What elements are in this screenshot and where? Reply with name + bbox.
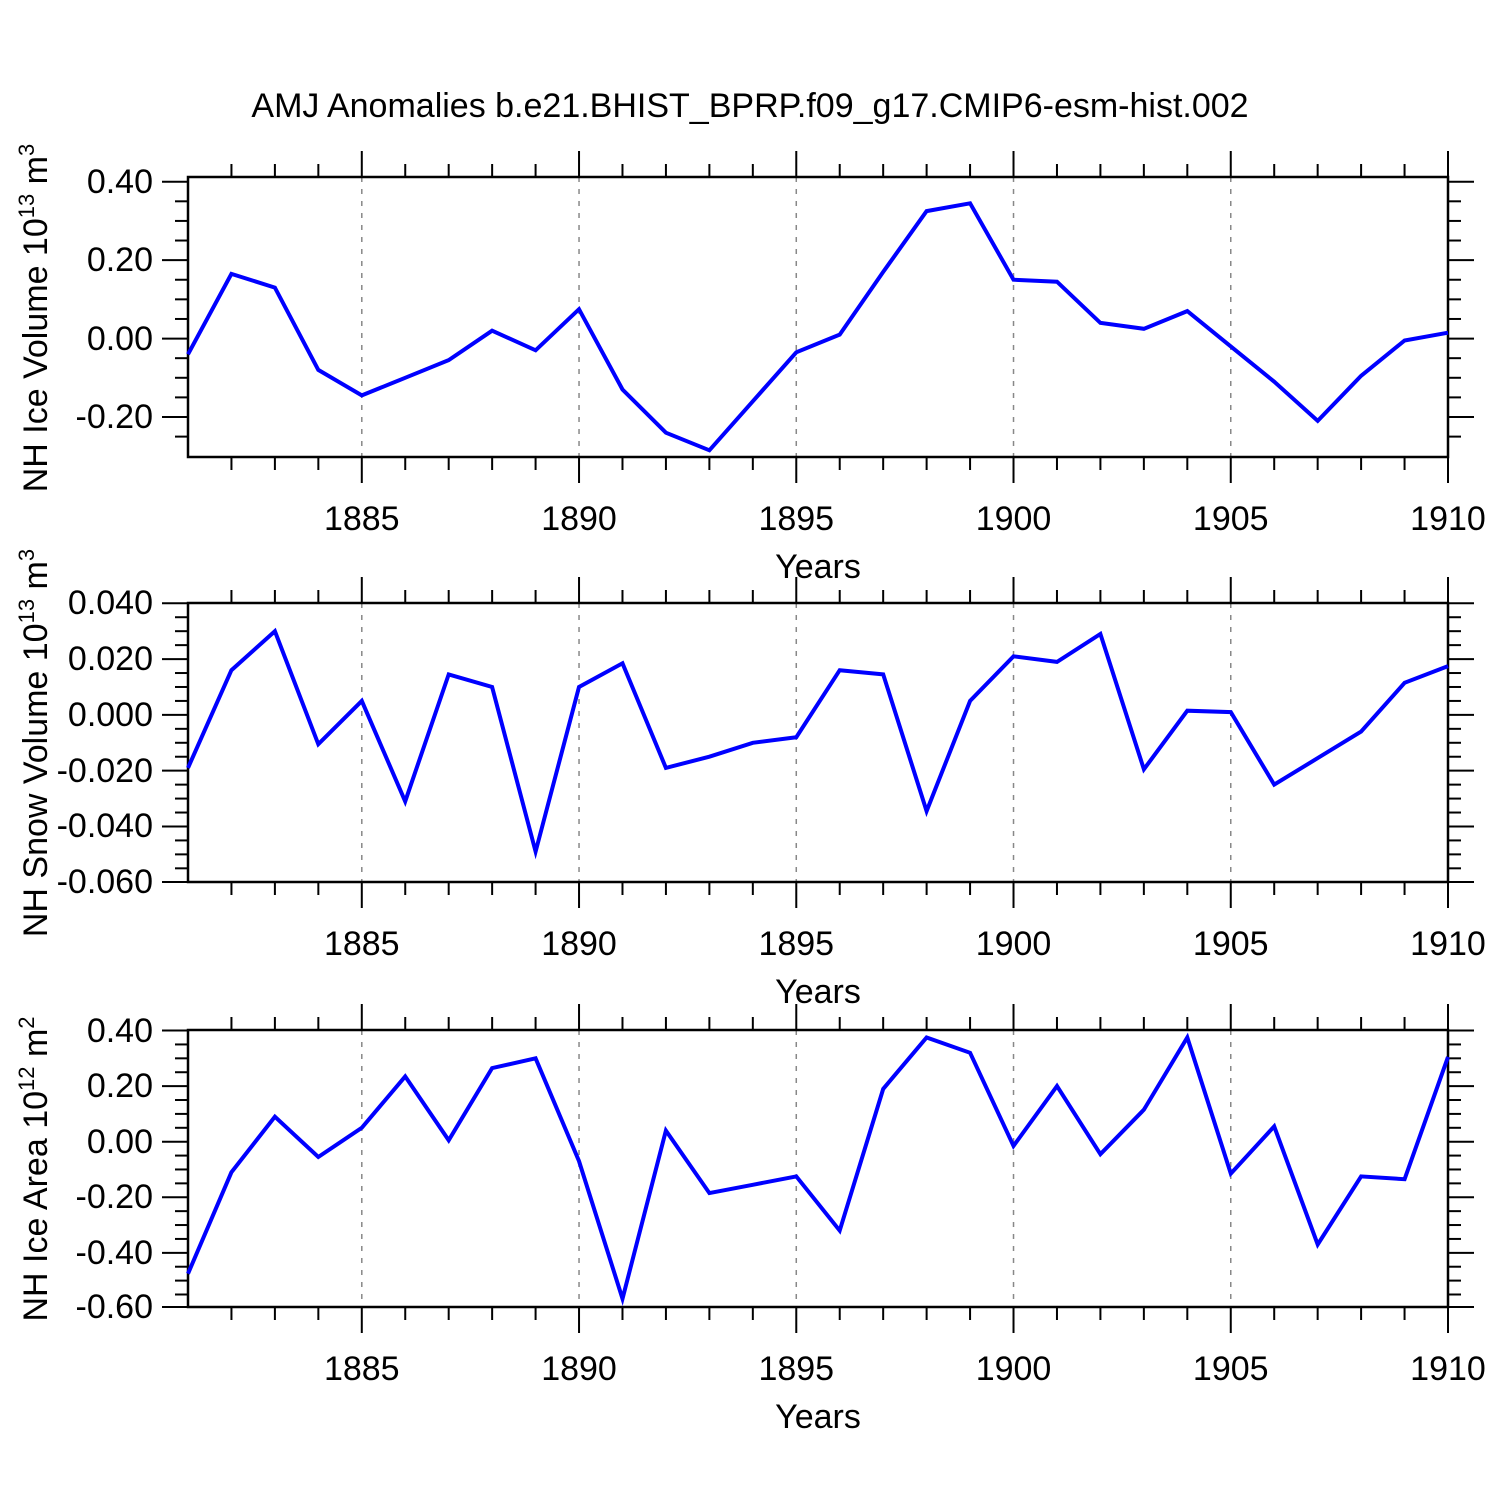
unit: m [17, 1028, 55, 1067]
y-tick-label: 0.020 [67, 640, 153, 679]
exponent: 13 [14, 193, 39, 219]
y-tick-label: 0.20 [86, 1067, 153, 1106]
exponent: 13 [14, 598, 39, 624]
x-tick-label: 1900 [975, 500, 1052, 538]
x-tick-label: 1885 [323, 1350, 400, 1388]
y-tick-label: -0.20 [75, 398, 154, 436]
x-axis-title: Years [775, 973, 861, 1011]
y-axis-label-text: NH Ice Volume 10 [17, 218, 55, 493]
y-tick-label: 0.00 [86, 1122, 153, 1161]
exponent: 3 [14, 143, 39, 156]
data-series-line [186, 201, 1449, 453]
x-tick-label: 1890 [541, 500, 617, 538]
x-tick-label: 1890 [541, 925, 617, 963]
x-tick-label: 1905 [1192, 500, 1269, 538]
y-axis-label-text: NH Ice Area 10 [17, 1090, 55, 1322]
x-tick-label: 1900 [975, 1350, 1052, 1388]
panel-border [186, 601, 1450, 884]
y-tick-label: -0.40 [75, 1233, 154, 1272]
data-series-line [186, 627, 1449, 860]
x-axis-title: Years [775, 548, 861, 586]
x-tick-label: 1895 [758, 500, 835, 538]
x-tick-label: 1910 [1410, 1350, 1486, 1388]
panel-border [186, 175, 1450, 459]
y-tick-label: -0.20 [75, 1178, 154, 1217]
exponent: 3 [14, 548, 39, 562]
unit: m [17, 155, 55, 194]
x-axis-title: Years [775, 1398, 861, 1436]
x-tick-label: 1905 [1192, 1350, 1269, 1388]
chart-title: AMJ Anomalies b.e21.BHIST_BPRP.f09_g17.C… [251, 87, 1249, 125]
y-tick-label: 0.000 [67, 695, 153, 734]
panel-border [186, 1028, 1450, 1309]
x-tick-label: 1885 [323, 925, 400, 963]
y-axis-label-text: NH Snow Volume 10 [17, 623, 55, 938]
x-tick-label: 1910 [1410, 925, 1486, 963]
x-tick-label: 1895 [758, 1350, 835, 1388]
y-tick-label: -0.060 [56, 863, 153, 901]
exponent: 12 [14, 1066, 39, 1091]
y-tick-label: -0.040 [56, 807, 153, 846]
y-tick-label: 0.00 [86, 319, 153, 358]
x-tick-label: 1910 [1410, 500, 1486, 538]
y-axis-label-snow-volume: NH Snow Volume 1013 m3 [14, 493, 57, 993]
x-tick-label: 1900 [975, 925, 1052, 963]
x-tick-label: 1905 [1192, 925, 1269, 963]
x-tick-label: 1885 [323, 500, 400, 538]
y-tick-label: 0.040 [67, 584, 153, 623]
y-tick-label: -0.020 [56, 751, 153, 790]
unit: m [17, 561, 55, 599]
y-tick-label: 0.40 [86, 1011, 153, 1050]
exponent: 2 [14, 1016, 39, 1029]
y-tick-label: -0.60 [75, 1288, 154, 1326]
x-tick-label: 1895 [758, 925, 835, 963]
x-tick-label: 1890 [541, 1350, 617, 1388]
y-axis-label-ice-area: NH Ice Area 1012 m2 [14, 919, 57, 1419]
y-tick-label: 0.20 [86, 241, 153, 280]
y-tick-label: 0.40 [86, 162, 153, 201]
data-series-line [186, 1032, 1450, 1306]
